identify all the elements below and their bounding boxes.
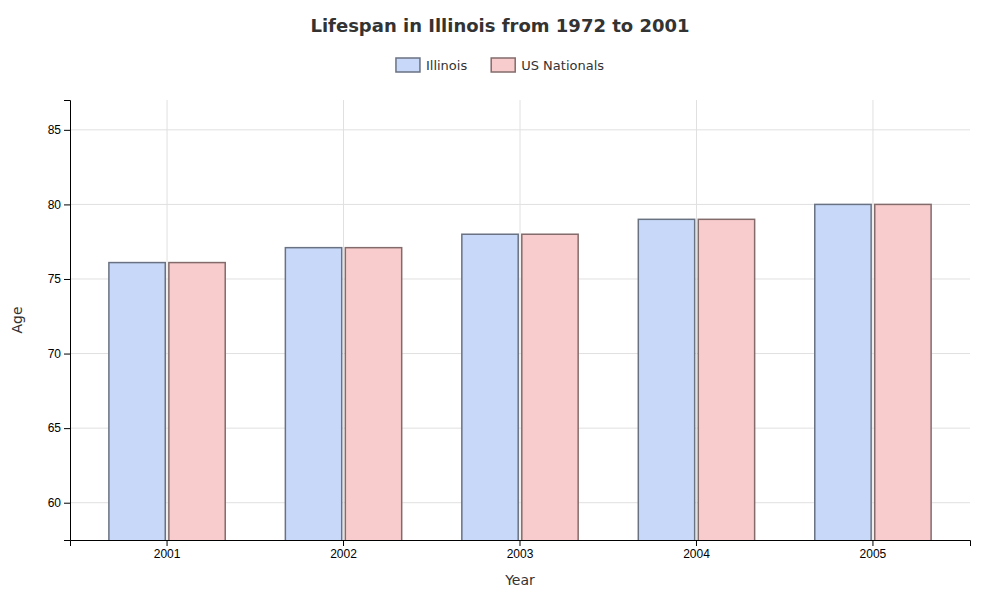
bar-series	[109, 204, 871, 540]
y-tick-mark	[64, 354, 70, 355]
x-tick-label: 2004	[683, 547, 710, 561]
title: Lifespan in Illinois from 1972 to 2001	[310, 15, 689, 36]
bar	[345, 248, 401, 540]
x-tick-label: 2005	[860, 547, 887, 561]
grid-line-x	[872, 100, 873, 540]
y-axis: 60 65 70 75 80 85	[48, 101, 71, 541]
y-tick-mark	[64, 130, 70, 131]
x-tick-label: 2001	[154, 547, 181, 561]
x-tick-mark	[696, 540, 697, 546]
y-tick-label: 80	[48, 198, 62, 212]
bars	[109, 204, 931, 540]
x-tick: 2001	[154, 540, 181, 561]
bar	[522, 234, 578, 540]
x-tick-mark	[872, 540, 873, 546]
y-tick-label: 60	[48, 496, 62, 510]
bar-series	[169, 204, 931, 540]
grid-line-x	[520, 100, 521, 540]
x-tick: 2005	[860, 540, 887, 561]
legend: Illinois US Nationals	[396, 58, 604, 73]
x-axis-line	[71, 541, 971, 547]
grid-line-x	[696, 100, 697, 540]
bar	[638, 219, 694, 540]
grid-line-x	[343, 100, 344, 540]
legend-item: Illinois	[396, 58, 467, 73]
legend-swatch	[491, 58, 515, 72]
legend-item: US Nationals	[491, 58, 604, 73]
bar	[875, 204, 931, 540]
y-tick-mark	[64, 428, 70, 429]
bar	[169, 263, 225, 540]
y-tick: 60	[48, 496, 70, 510]
x-axis-title: Year	[504, 572, 535, 588]
x-tick: 2002	[330, 540, 357, 561]
y-tick-label: 85	[48, 123, 62, 137]
y-tick-mark	[64, 204, 70, 205]
y-axis-line	[64, 101, 71, 541]
y-tick: 75	[48, 272, 70, 286]
y-tick: 85	[48, 123, 70, 137]
plot-area: 2001 2002 2003 2004 2005 60 65 70 75 80 85	[48, 100, 971, 600]
legend-swatch	[396, 58, 420, 72]
grid-line-x	[167, 100, 168, 540]
bar	[815, 204, 871, 540]
legend-label: US Nationals	[521, 58, 604, 73]
bar	[698, 219, 754, 540]
x-tick-label: 2002	[330, 547, 357, 561]
bar	[109, 263, 165, 540]
chart: 2001 2002 2003 2004 2005 60 65 70 75 80 85 Lifespan…	[0, 0, 1000, 600]
y-tick-label: 70	[48, 347, 62, 361]
x-tick-label: 2003	[507, 547, 534, 561]
x-tick-mark	[167, 540, 168, 546]
x-tick-mark	[520, 540, 521, 546]
y-tick: 65	[48, 421, 70, 435]
legend-label: Illinois	[426, 58, 467, 73]
y-tick-mark	[64, 279, 70, 280]
y-axis-title: Age	[9, 306, 25, 333]
x-axis: 2001 2002 2003 2004 2005	[71, 540, 971, 561]
x-tick-mark	[343, 540, 344, 546]
y-tick: 80	[48, 198, 70, 212]
y-tick: 70	[48, 347, 70, 361]
y-tick-label: 75	[48, 272, 62, 286]
bar	[462, 234, 518, 540]
bar	[285, 248, 341, 540]
x-tick: 2004	[683, 540, 710, 561]
y-tick-mark	[64, 503, 70, 504]
x-tick: 2003	[507, 540, 534, 561]
y-tick-label: 65	[48, 421, 62, 435]
